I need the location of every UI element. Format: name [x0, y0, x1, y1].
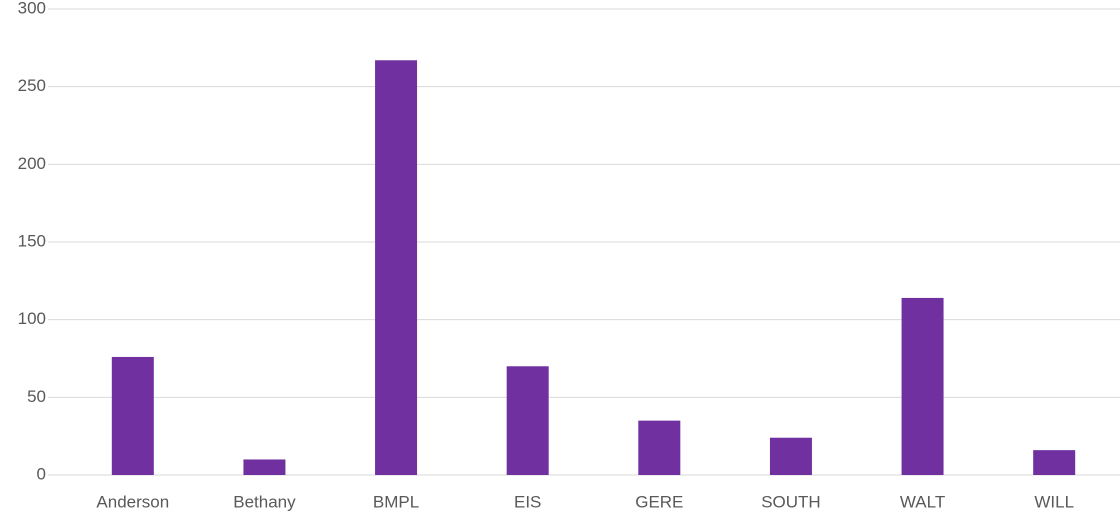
y-tick-label: 0: [37, 464, 46, 483]
y-tick-label: 50: [27, 387, 46, 406]
bar: [506, 366, 549, 475]
y-tick-label: 250: [18, 76, 46, 95]
bar: [1033, 450, 1076, 475]
x-tick-label: WALT: [900, 492, 945, 511]
bar: [375, 60, 418, 475]
x-tick-label: GERE: [635, 492, 683, 511]
x-tick-label: WILL: [1034, 492, 1074, 511]
bar: [638, 420, 681, 475]
y-tick-label: 300: [18, 0, 46, 17]
bar: [111, 356, 154, 475]
x-tick-label: Bethany: [233, 492, 296, 511]
bar: [901, 297, 944, 475]
x-tick-label: EIS: [514, 492, 541, 511]
y-tick-label: 100: [18, 309, 46, 328]
x-tick-label: BMPL: [373, 492, 419, 511]
x-tick-label: SOUTH: [761, 492, 821, 511]
y-tick-label: 200: [18, 154, 46, 173]
x-tick-label: Anderson: [96, 492, 169, 511]
bar: [243, 459, 286, 475]
y-tick-label: 150: [18, 231, 46, 250]
bar: [769, 437, 812, 475]
